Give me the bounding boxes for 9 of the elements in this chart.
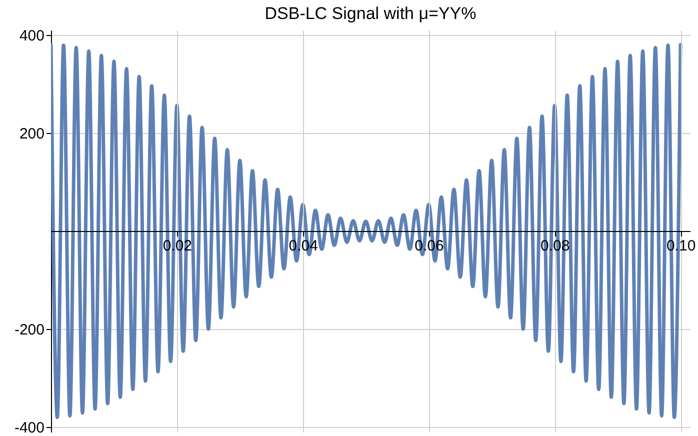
x-tick-label: 0.04 [288, 238, 318, 254]
chart-title: DSB-LC Signal with μ=YY% [264, 4, 476, 23]
y-tick-label: -200 [14, 322, 44, 339]
y-tick-label: -400 [14, 420, 44, 436]
y-tick-label: 400 [19, 27, 44, 44]
x-tick-label: 0.02 [162, 238, 192, 254]
y-tick-label: 200 [19, 125, 44, 142]
x-tick-label: 0.08 [540, 238, 570, 254]
x-tick-label: 0.06 [414, 238, 444, 254]
